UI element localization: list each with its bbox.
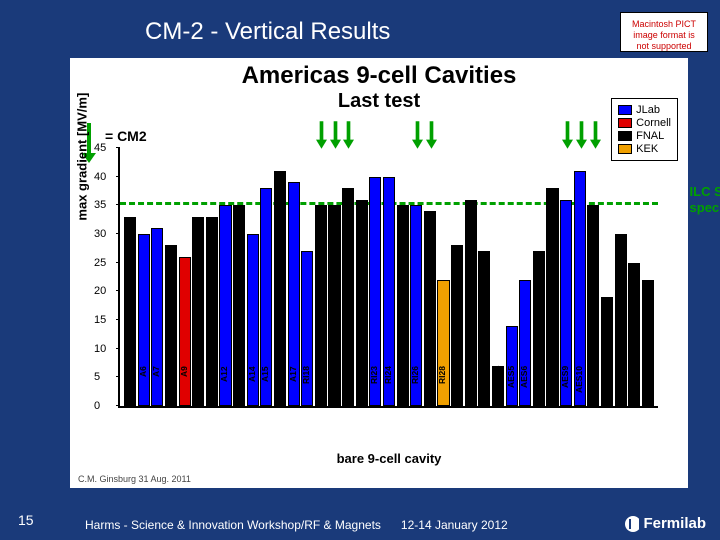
x-tick-label: AES10 [574, 366, 586, 410]
down-arrow-icon [562, 120, 573, 150]
down-arrow-icon [330, 120, 341, 150]
x-tick-label: A8 [165, 366, 177, 410]
x-tick-label: RI27 [424, 366, 436, 410]
legend-swatch [618, 105, 632, 115]
x-tick-label: RI24 [383, 366, 395, 410]
x-tick-label: AES8 [546, 366, 558, 410]
ilc-spec-label: ILC S0spec [690, 184, 720, 215]
x-tick-label: AES7 [533, 366, 545, 410]
fermilab-text: Fermilab [643, 515, 706, 532]
footer-left: Harms - Science & Innovation Workshop/RF… [85, 518, 381, 532]
x-tick-label: AES11 [587, 366, 599, 410]
x-tick-label: A12 [219, 366, 231, 410]
down-arrow-icon [576, 120, 587, 150]
legend-label: FNAL [636, 130, 664, 142]
x-tick-label: A9 [179, 366, 191, 410]
x-ticks-container: A5A6A7A8A9A10A11A12A13A14A15A16A17RI18RI… [120, 366, 658, 410]
down-arrow-icon [412, 120, 423, 150]
y-tick-label: 25 [94, 257, 106, 269]
x-tick-label: AES4 [492, 366, 504, 410]
fermilab-logo: Fermilab [625, 515, 706, 532]
down-arrow-icon [426, 120, 437, 150]
x-tick-label: AES9 [560, 366, 572, 410]
legend-label: JLab [636, 104, 660, 116]
legend-row: Cornell [618, 117, 671, 129]
y-tick-label: 30 [94, 228, 106, 240]
slide-title: CM-2 - Vertical Results [145, 18, 390, 46]
x-tick-label: AES1 [451, 366, 463, 410]
x-tick-label: RI23 [369, 366, 381, 410]
x-tick-label: A16 [274, 366, 286, 410]
x-tick-label: A15 [260, 366, 272, 410]
x-tick-label: NR2 [628, 366, 640, 410]
fermilab-icon [625, 516, 641, 532]
legend-row: JLab [618, 104, 671, 116]
x-tick-label: A5 [124, 366, 136, 410]
down-arrow-icon [590, 120, 601, 150]
x-tick-label: AES2 [465, 366, 477, 410]
x-tick-label: AES6 [519, 366, 531, 410]
legend-row: FNAL [618, 130, 671, 142]
x-tick-label: A11 [206, 366, 218, 410]
pict-line2: image format is [621, 30, 707, 41]
x-tick-label: RI21 [342, 366, 354, 410]
y-tick-label: 10 [94, 343, 106, 355]
chart-subtitle: Last test [70, 90, 688, 113]
x-tick-label: A6 [138, 366, 150, 410]
x-tick-label: RI26 [410, 366, 422, 410]
x-tick-label: RI22 [356, 366, 368, 410]
x-axis-label: bare 9-cell cavity [337, 451, 442, 466]
x-tick-label: RI20 [328, 366, 340, 410]
x-tick-label: RI19 [315, 366, 327, 410]
footer-text: Harms - Science & Innovation Workshop/RF… [85, 518, 508, 532]
x-tick-label: A10 [192, 366, 204, 410]
y-tick-label: 35 [94, 199, 106, 211]
page-number: 15 [18, 512, 34, 528]
x-tick-label: J2 [642, 366, 654, 410]
pict-line1: Macintosh PICT [621, 19, 707, 30]
x-tick-label: AES5 [506, 366, 518, 410]
down-arrow-icon [316, 120, 327, 150]
chart-container: Americas 9-cell Cavities Last test JLabC… [70, 58, 688, 488]
plot-area: max gradient [MV/m] bare 9-cell cavity 0… [118, 148, 658, 408]
pict-line3: not supported [621, 41, 707, 52]
down-arrow-icon [343, 120, 354, 150]
y-tick-label: 45 [94, 142, 106, 154]
legend-swatch [618, 118, 632, 128]
y-tick-label: 15 [94, 314, 106, 326]
legend-swatch [618, 131, 632, 141]
x-tick-label: RI28 [437, 366, 449, 410]
x-tick-label: A14 [247, 366, 259, 410]
pict-placeholder: Macintosh PICT image format is not suppo… [620, 12, 708, 52]
y-tick-label: 20 [94, 285, 106, 297]
footer-right: 12-14 January 2012 [401, 518, 508, 532]
x-tick-label: RI25 [397, 366, 409, 410]
x-tick-label: NR1 [615, 366, 627, 410]
x-tick-label: A7 [151, 366, 163, 410]
x-tick-label: AES3 [478, 366, 490, 410]
x-tick-label: A17 [288, 366, 300, 410]
y-tick-label: 5 [94, 371, 100, 383]
cm2-legend-label: = CM2 [105, 128, 147, 144]
x-tick-label: RI18 [301, 366, 313, 410]
chart-title: Americas 9-cell Cavities [70, 58, 688, 90]
y-axis-label: max gradient [MV/m] [75, 93, 90, 221]
legend-label: Cornell [636, 117, 671, 129]
y-tick-label: 40 [94, 171, 106, 183]
x-tick-label: AES12 [601, 366, 613, 410]
chart-attribution: C.M. Ginsburg 31 Aug. 2011 [78, 474, 191, 484]
x-tick-label: A13 [233, 366, 245, 410]
y-tick-label: 0 [94, 400, 100, 412]
